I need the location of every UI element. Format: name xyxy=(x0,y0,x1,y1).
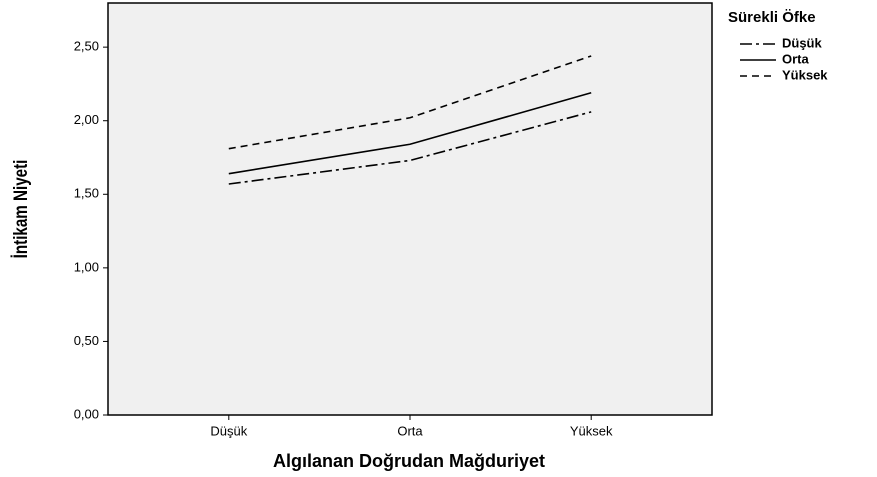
y-tick-label: 2,50 xyxy=(74,39,99,54)
series-line xyxy=(228,55,592,150)
y-tick-label: 0,50 xyxy=(74,333,99,348)
plot-area xyxy=(107,2,713,416)
series-line xyxy=(228,91,592,175)
y-tick-label: 0,00 xyxy=(74,406,99,421)
x-tick-label: Orta xyxy=(397,423,423,438)
x-tick-label: Yüksek xyxy=(570,423,613,438)
y-tick-label: 1,50 xyxy=(74,186,99,201)
legend-label: Düşük xyxy=(782,35,823,50)
legend-label: Yüksek xyxy=(782,67,828,82)
x-tick-label: Düşük xyxy=(210,423,247,438)
series-line xyxy=(228,111,592,185)
y-tick-label: 1,00 xyxy=(74,259,99,274)
y-tick-label: 2,00 xyxy=(74,112,99,127)
legend-label: Orta xyxy=(782,51,810,66)
y-axis-label: İntikam Niyeti xyxy=(9,160,31,259)
legend-title: Sürekli Öfke xyxy=(728,9,816,26)
x-axis-label: Algılanan Doğrudan Mağduriyet xyxy=(273,451,545,471)
